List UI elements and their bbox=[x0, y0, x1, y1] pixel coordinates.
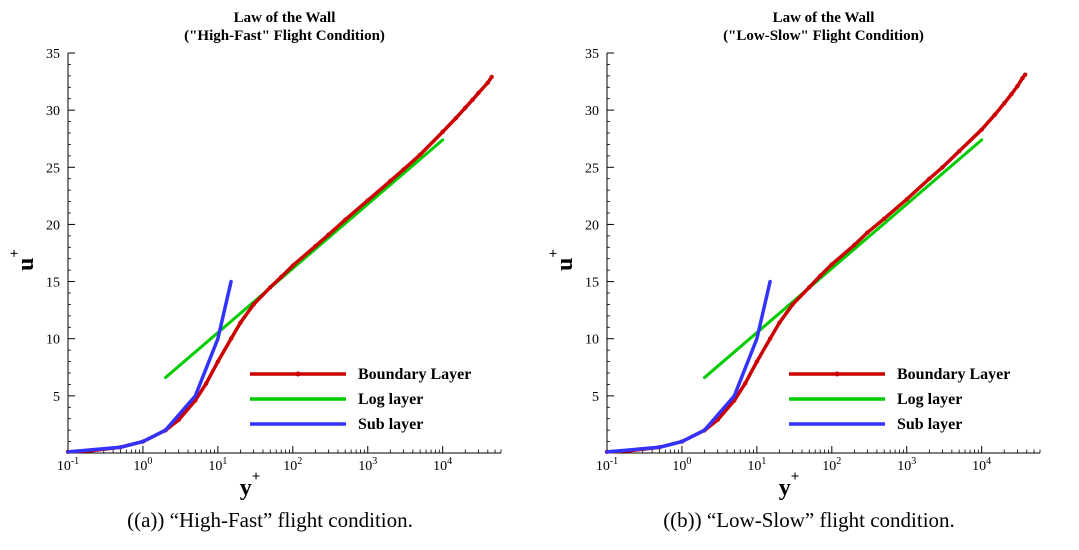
data-point-boundary-layer bbox=[807, 285, 812, 290]
y-tick-label: 30 bbox=[585, 104, 599, 119]
data-point-boundary-layer bbox=[1002, 101, 1007, 106]
legend-marker-boundary-layer bbox=[295, 371, 301, 377]
chart-title: Law of the Wall bbox=[234, 10, 336, 26]
x-axis-label: y+ bbox=[779, 469, 800, 501]
chart-low-slow: Law of the Wall ("Low-Slow" Flight Condit… bbox=[546, 10, 1041, 501]
y-tick-label: 35 bbox=[585, 47, 599, 62]
data-point-boundary-layer bbox=[463, 105, 468, 111]
data-point-boundary-layer bbox=[238, 320, 243, 325]
data-point-boundary-layer bbox=[754, 359, 760, 364]
data-point-boundary-layer bbox=[476, 90, 481, 96]
data-point-boundary-layer bbox=[342, 217, 348, 223]
x-tick-label: 104 bbox=[972, 456, 991, 474]
series-line-boundary-layer bbox=[66, 75, 494, 454]
data-point-boundary-layer bbox=[1022, 72, 1028, 77]
chart-title: Law of the Wall bbox=[773, 10, 875, 26]
data-point-boundary-layer bbox=[927, 176, 932, 181]
data-point-boundary-layer bbox=[979, 127, 984, 132]
data-point-boundary-layer bbox=[401, 167, 406, 172]
x-tick-label: 101 bbox=[208, 456, 227, 474]
data-point-boundary-layer bbox=[904, 197, 909, 202]
series-line-log-layer bbox=[703, 138, 984, 380]
y-axis-label: u+ bbox=[546, 249, 578, 271]
data-point-boundary-layer bbox=[440, 129, 445, 135]
data-point-boundary-layer bbox=[852, 242, 857, 248]
x-tick-label: 101 bbox=[747, 456, 766, 474]
data-point-boundary-layer bbox=[881, 216, 887, 221]
data-point-boundary-layer bbox=[940, 165, 945, 170]
legend-label-log-layer: Log layer bbox=[897, 391, 962, 408]
y-tick-label: 35 bbox=[46, 47, 60, 62]
series-line-sub-layer bbox=[605, 279, 772, 454]
chart-subtitle: ("High-Fast" Flight Condition) bbox=[184, 28, 385, 44]
data-point-boundary-layer bbox=[767, 336, 773, 341]
caption-high-fast: ((a)) “High-Fast” flight condition. bbox=[127, 508, 413, 532]
y-tick-label: 20 bbox=[585, 218, 599, 233]
data-point-boundary-layer bbox=[865, 230, 870, 235]
legend-label-sub-layer: Sub layer bbox=[897, 416, 962, 433]
y-axis-label: u+ bbox=[7, 249, 39, 271]
series-line-log-layer bbox=[164, 138, 445, 380]
data-point-boundary-layer bbox=[1015, 83, 1020, 89]
caption-low-slow: ((b)) “Low-Slow” flight condition. bbox=[663, 508, 955, 532]
x-tick-label: 103 bbox=[358, 456, 377, 474]
legend-label-boundary-layer: Boundary Layer bbox=[358, 366, 471, 383]
series-line-sub-layer bbox=[66, 279, 233, 454]
y-tick-label: 20 bbox=[46, 218, 60, 233]
data-point-boundary-layer bbox=[313, 243, 318, 249]
y-tick-label: 15 bbox=[46, 276, 60, 291]
data-point-boundary-layer bbox=[829, 262, 835, 267]
data-point-boundary-layer bbox=[992, 112, 998, 117]
chart-panel-high-fast: Law of the Wall ("High-Fast" Flight Condi… bbox=[7, 10, 502, 532]
y-tick-label: 5 bbox=[592, 390, 599, 405]
x-tick-label: 102 bbox=[822, 456, 841, 474]
x-tick-label: 104 bbox=[433, 456, 452, 474]
y-tick-label: 10 bbox=[46, 333, 60, 348]
chart-subtitle: ("Low-Slow" Flight Condition) bbox=[723, 28, 924, 44]
data-point-boundary-layer bbox=[290, 263, 296, 268]
data-point-boundary-layer bbox=[204, 381, 209, 386]
data-point-boundary-layer bbox=[251, 302, 256, 307]
data-point-boundary-layer bbox=[956, 149, 962, 154]
data-point-boundary-layer bbox=[470, 97, 475, 103]
data-point-boundary-layer bbox=[279, 274, 284, 280]
y-tick-label: 15 bbox=[585, 276, 599, 291]
data-point-boundary-layer bbox=[453, 115, 459, 121]
data-point-boundary-layer bbox=[228, 336, 234, 341]
data-point-boundary-layer bbox=[1020, 75, 1025, 81]
x-tick-label: 103 bbox=[897, 456, 916, 474]
data-point-boundary-layer bbox=[743, 381, 748, 386]
data-point-boundary-layer bbox=[489, 74, 494, 80]
data-point-boundary-layer bbox=[485, 80, 491, 85]
legend-marker-boundary-layer bbox=[834, 371, 840, 377]
y-tick-label: 25 bbox=[585, 161, 599, 176]
x-tick-label: 100 bbox=[672, 456, 691, 474]
y-tick-label: 5 bbox=[53, 390, 60, 405]
y-tick-label: 10 bbox=[585, 333, 599, 348]
x-tick-label: 10-1 bbox=[57, 456, 79, 474]
x-tick-label: 102 bbox=[283, 456, 302, 474]
data-point-boundary-layer bbox=[417, 152, 423, 157]
data-point-boundary-layer bbox=[777, 320, 782, 325]
data-point-boundary-layer bbox=[268, 285, 273, 290]
data-point-boundary-layer bbox=[326, 232, 331, 237]
data-point-boundary-layer bbox=[790, 302, 795, 307]
x-axis-label: y+ bbox=[240, 469, 261, 501]
series-line-boundary-layer bbox=[605, 72, 1027, 454]
data-point-boundary-layer bbox=[215, 359, 221, 364]
legend-label-boundary-layer: Boundary Layer bbox=[897, 366, 1010, 383]
y-tick-label: 30 bbox=[46, 104, 60, 119]
data-point-boundary-layer bbox=[818, 273, 823, 279]
data-point-boundary-layer bbox=[365, 198, 370, 203]
data-point-boundary-layer bbox=[1009, 91, 1014, 97]
x-tick-label: 100 bbox=[133, 456, 152, 474]
legend-label-sub-layer: Sub layer bbox=[358, 416, 423, 433]
data-point-boundary-layer bbox=[388, 178, 393, 184]
chart-panel-low-slow: Law of the Wall ("Low-Slow" Flight Condit… bbox=[539, 0, 1079, 550]
y-tick-label: 25 bbox=[46, 161, 60, 176]
x-tick-label: 10-1 bbox=[596, 456, 618, 474]
legend-label-log-layer: Log layer bbox=[358, 391, 423, 408]
chart-high-fast: Law of the Wall ("High-Fast" Flight Condi… bbox=[7, 10, 502, 501]
